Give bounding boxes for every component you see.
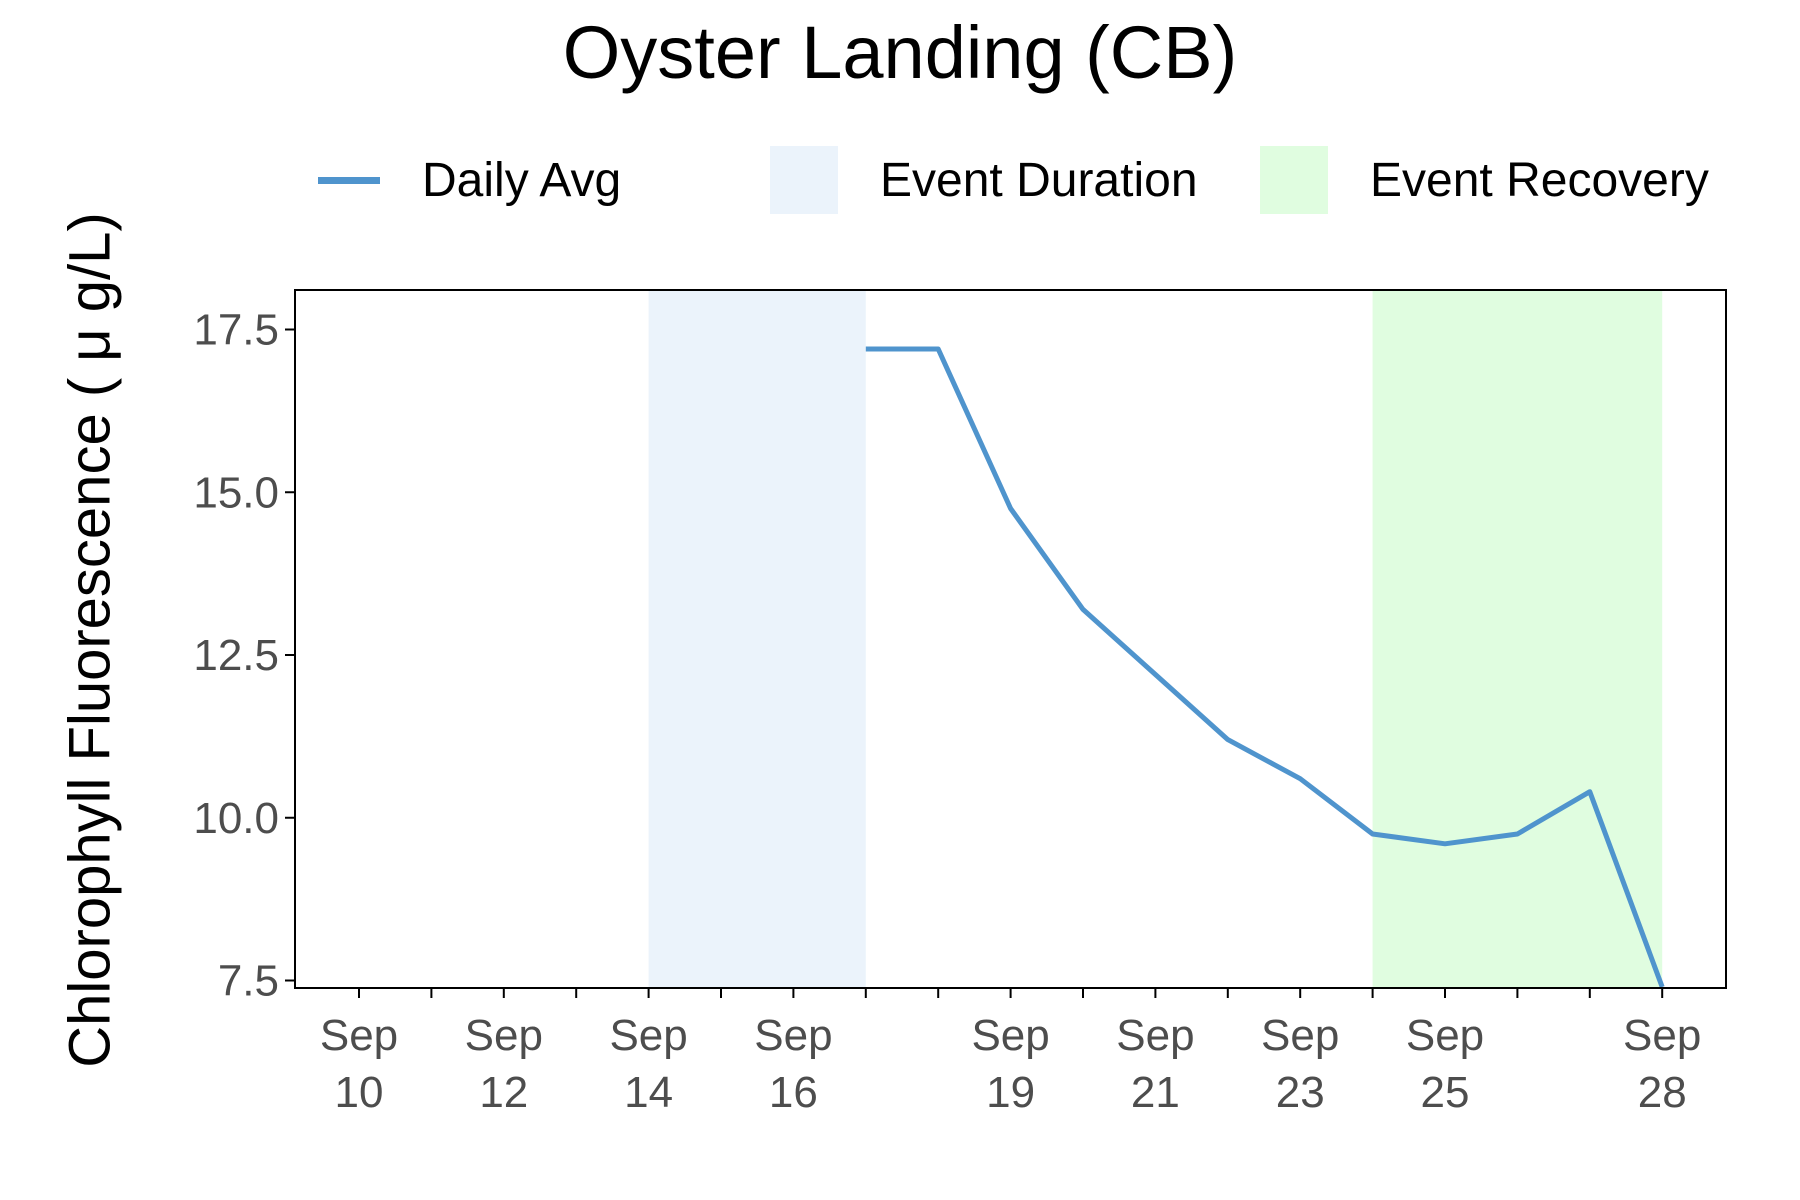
legend-key-daily-avg xyxy=(318,176,380,184)
y-tick-label: 7.5 xyxy=(218,957,279,1006)
band-event-recovery xyxy=(1372,290,1663,988)
y-tick-label: 12.5 xyxy=(193,631,279,680)
legend-label-event-recovery: Event Recovery xyxy=(1370,153,1709,207)
legend-item-daily-avg: Daily Avg xyxy=(318,145,621,215)
x-tick-label: Sep 25 xyxy=(1406,1011,1484,1117)
legend-item-event-duration: Event Duration xyxy=(770,145,1198,215)
y-tick-label: 17.5 xyxy=(193,306,279,355)
band-event-duration xyxy=(648,290,866,988)
x-tick-label: Sep 21 xyxy=(1116,1011,1194,1117)
legend-label-daily-avg: Daily Avg xyxy=(422,153,622,207)
x-tick-label: Sep 14 xyxy=(609,1011,687,1117)
x-tick-label: Sep 16 xyxy=(754,1011,832,1117)
chart-title: Oyster Landing (CB) xyxy=(562,11,1238,94)
legend-item-event-recovery: Event Recovery xyxy=(1260,145,1709,215)
x-tick-label: Sep 28 xyxy=(1623,1011,1701,1117)
x-tick-label: Sep 12 xyxy=(465,1011,543,1117)
y-tick-label: 15.0 xyxy=(193,468,279,517)
x-tick-label: Sep 10 xyxy=(320,1011,398,1117)
legend-key-event-duration xyxy=(770,146,838,214)
legend-label-event-duration: Event Duration xyxy=(880,153,1198,207)
y-tick-label: 10.0 xyxy=(193,794,279,843)
x-tick-label: Sep 23 xyxy=(1261,1011,1339,1117)
series-line-daily-avg xyxy=(865,346,1665,988)
x-tick-label: Sep 19 xyxy=(971,1011,1049,1117)
legend-key-event-recovery xyxy=(1260,146,1328,214)
